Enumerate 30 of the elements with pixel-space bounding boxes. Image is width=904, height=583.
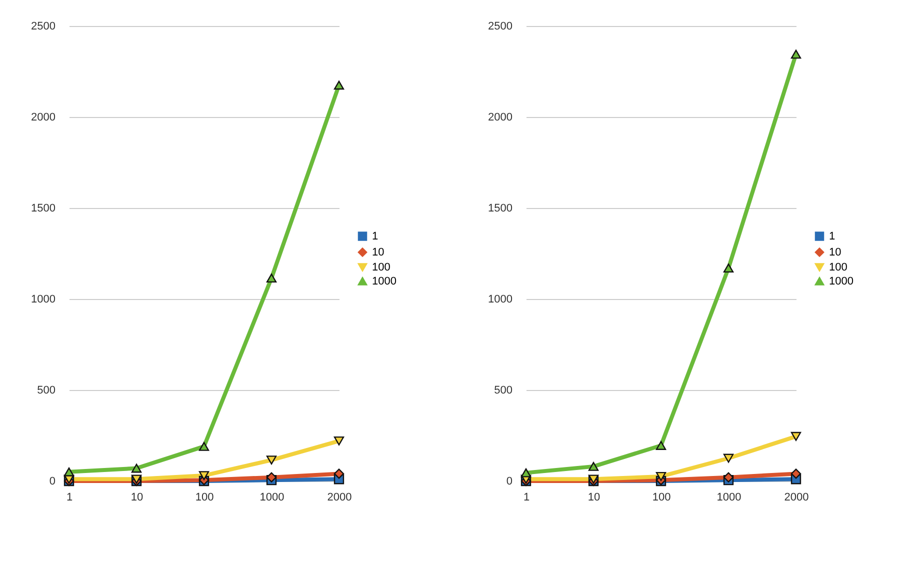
y-tick-label: 2000 (31, 112, 56, 124)
x-tick-label: 2000 (784, 492, 809, 504)
legend-label: 100 (829, 261, 848, 274)
legend-label: 1000 (829, 275, 854, 288)
x-tick-label: 10 (130, 492, 144, 504)
y-tick-label: 500 (494, 384, 512, 396)
legend-label: 10 (829, 246, 842, 258)
y-tick-label: 1500 (31, 202, 56, 214)
x-tick-label: 2000 (327, 492, 352, 504)
legend-label: 1 (829, 230, 836, 242)
y-tick-label: 0 (49, 476, 56, 488)
y-tick-label: 2500 (488, 20, 512, 32)
y-tick-label: 1500 (488, 202, 512, 214)
y-tick-label: 1000 (31, 294, 56, 306)
x-tick-label: 1000 (260, 492, 284, 504)
y-tick-label: 1000 (488, 294, 512, 306)
y-tick-label: 500 (37, 384, 56, 396)
y-tick-label: 2500 (31, 20, 56, 32)
x-tick-label: 1 (523, 492, 530, 504)
x-tick-label: 1000 (716, 492, 742, 504)
legend-label: 1 (372, 230, 378, 242)
x-tick-label: 100 (652, 492, 671, 504)
x-tick-label: 1 (66, 492, 73, 504)
y-tick-label: 2000 (488, 112, 512, 124)
legend-label: 10 (372, 246, 384, 258)
y-tick-label: 0 (506, 476, 512, 488)
legend-label: 100 (372, 261, 390, 274)
legend-label: 1000 (372, 275, 396, 288)
x-tick-label: 100 (195, 492, 214, 504)
x-tick-label: 10 (588, 492, 600, 504)
